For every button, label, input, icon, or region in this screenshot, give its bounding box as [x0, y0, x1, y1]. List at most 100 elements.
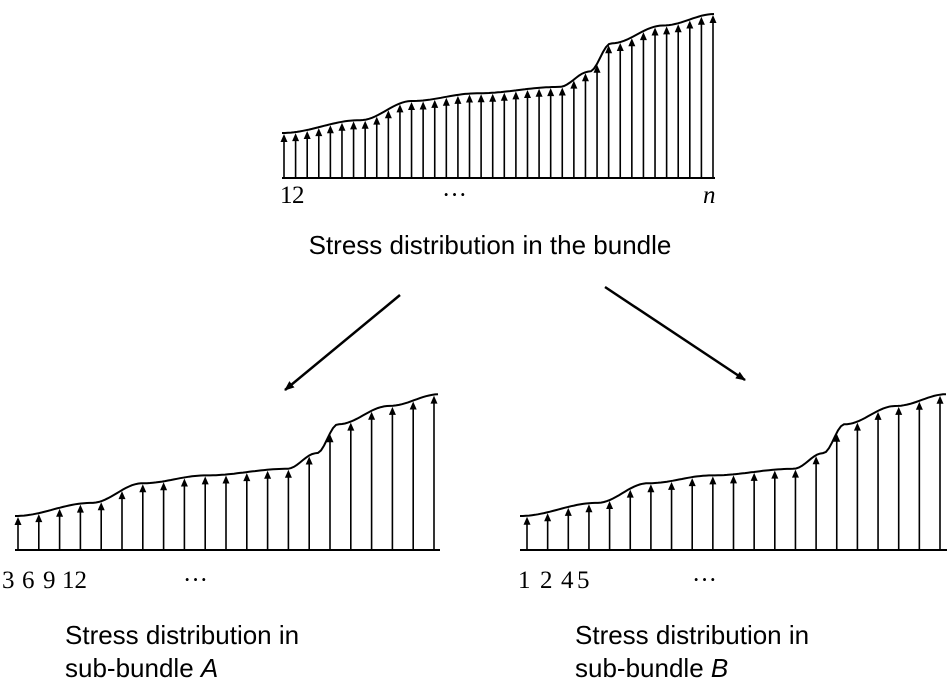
split-arrow-a [284, 294, 401, 391]
arrow-head [326, 125, 334, 134]
arrow-head [628, 38, 636, 47]
arrow-head [674, 24, 682, 33]
caption: Stress distribution in [65, 620, 299, 650]
arrow-head [97, 502, 105, 511]
index-label: 4 [561, 567, 574, 594]
arrow-head [616, 43, 624, 52]
arrow-head [284, 469, 292, 478]
arrow-head [222, 475, 230, 484]
arrow-head [593, 64, 601, 73]
arrow-head [895, 406, 903, 415]
arrow-head [709, 476, 717, 485]
arrow-head [76, 504, 84, 513]
arrow-head [384, 110, 392, 119]
arrow-head [651, 27, 659, 36]
arrow-head [347, 422, 355, 431]
arrow-head [466, 94, 474, 103]
stress-curve [520, 393, 947, 517]
arrow-head [430, 395, 438, 404]
caption-text: sub-bundle [65, 653, 194, 683]
arrow-head [697, 16, 705, 25]
caption-italic: B [711, 653, 728, 683]
caption: sub-bundle A [65, 653, 218, 683]
arrow-head [408, 102, 416, 111]
arrow-head [535, 88, 543, 97]
arrow-head [523, 89, 531, 98]
index-label: 6 [22, 567, 35, 594]
arrow-head [305, 456, 313, 465]
arrow-head [606, 501, 614, 510]
index-label: 2 [540, 567, 553, 594]
arrow-head [647, 484, 655, 493]
arrow-head [812, 456, 820, 465]
arrow-head [160, 482, 168, 491]
arrow-head [56, 508, 64, 517]
arrow-head [558, 87, 566, 96]
index-label: 5 [577, 567, 590, 594]
caption: Stress distribution in [575, 620, 809, 650]
sub-bundle-a-plot [14, 393, 440, 551]
arrow-head [771, 470, 779, 479]
arrow-head [663, 26, 671, 35]
arrow-head [489, 93, 497, 102]
arrow-head [361, 120, 369, 129]
caption: sub-bundle B [575, 653, 728, 683]
arrow-head [409, 401, 417, 410]
arrow-head [373, 116, 381, 125]
stress-curve [282, 13, 715, 134]
arrow-head [750, 472, 758, 481]
arrow-head [292, 133, 300, 142]
arrow-head [730, 475, 737, 484]
arrow-head [201, 476, 209, 485]
arrow-head [686, 20, 694, 29]
index-label: 3 [2, 567, 15, 594]
arrow-head [585, 504, 593, 513]
bundle-plot [280, 13, 717, 179]
arrow-head [626, 489, 634, 498]
arrow-head [139, 484, 147, 493]
caption: Stress distribution in the bundle [309, 230, 672, 260]
arrow-head [326, 434, 334, 443]
caption-text: sub-bundle [575, 653, 704, 683]
arrow-head [709, 15, 717, 24]
arrow-head [544, 513, 552, 522]
arrow-head [915, 401, 923, 410]
arrow-head [523, 516, 531, 525]
arrow-head [564, 507, 572, 516]
index-label: 12 [62, 567, 87, 594]
arrow-head [570, 80, 578, 89]
arrow-head [547, 88, 555, 97]
arrow-head [118, 491, 126, 500]
arrow-head [396, 104, 404, 113]
arrow-head [605, 45, 613, 54]
arrow-head [431, 99, 439, 108]
arrow-head [388, 406, 396, 415]
arrow-head [264, 470, 272, 479]
arrow-head [315, 128, 323, 137]
ellipsis: ··· [442, 182, 467, 209]
caption-italic: A [199, 653, 218, 683]
sub-bundle-b-plot [520, 393, 947, 551]
arrow-head [180, 478, 188, 487]
arrow-head [243, 473, 251, 482]
arrow-head [581, 73, 589, 82]
index-label: n [703, 182, 716, 209]
stress-curve [15, 393, 439, 517]
arrow-head [874, 411, 882, 420]
arrow-head [512, 91, 520, 100]
arrow-head [338, 122, 346, 131]
arrow-head [280, 133, 288, 142]
arrow-head [442, 97, 450, 106]
arrow-head [791, 469, 799, 478]
split-arrow-b [604, 285, 746, 382]
arrow-head [639, 32, 647, 41]
arrow-head [833, 433, 841, 442]
arrow-head [936, 395, 944, 404]
arrow-head [688, 478, 696, 487]
ellipsis: ··· [692, 567, 717, 594]
arrow-head [454, 95, 462, 104]
arrow-head [350, 121, 358, 130]
index-label: 1 [518, 567, 531, 594]
arrow-head [477, 94, 485, 103]
